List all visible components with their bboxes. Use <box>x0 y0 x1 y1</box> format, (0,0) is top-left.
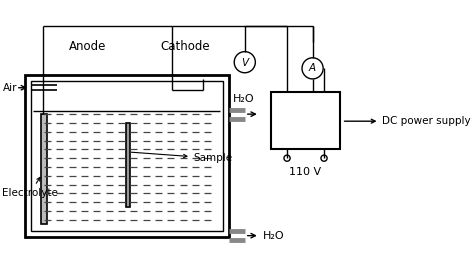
Text: Sample: Sample <box>131 152 233 163</box>
Circle shape <box>284 155 290 161</box>
Bar <box>126 123 130 207</box>
Bar <box>31 81 223 231</box>
Bar <box>25 75 229 237</box>
Text: H₂O: H₂O <box>232 94 254 103</box>
Bar <box>271 92 340 150</box>
Circle shape <box>302 58 323 79</box>
Text: Air: Air <box>3 83 17 93</box>
Bar <box>40 114 46 224</box>
Text: V: V <box>241 58 248 68</box>
Text: H₂O: H₂O <box>263 231 284 241</box>
Text: DC power supply: DC power supply <box>382 116 471 126</box>
Text: 110 V: 110 V <box>290 167 321 177</box>
Text: A: A <box>309 63 316 73</box>
Circle shape <box>234 52 255 73</box>
Text: Anode: Anode <box>69 40 107 53</box>
Text: Cathode: Cathode <box>160 40 210 53</box>
Circle shape <box>321 155 327 161</box>
Text: Electrolyte: Electrolyte <box>2 177 58 198</box>
